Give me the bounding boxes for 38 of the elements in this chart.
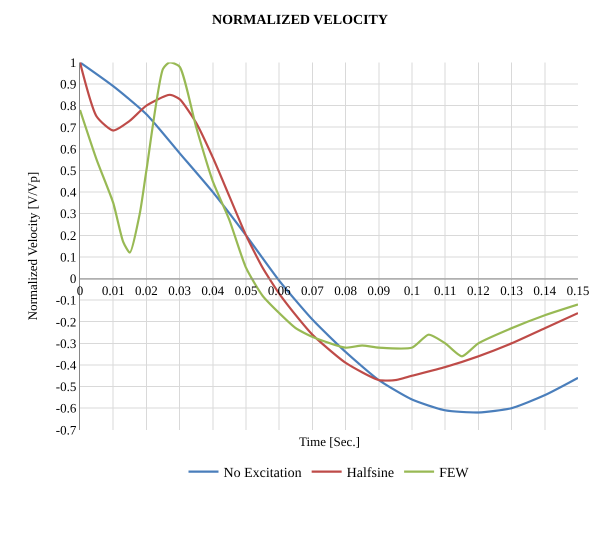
y-tick-label: 0 (70, 271, 76, 286)
x-tick-label: 0.09 (367, 283, 390, 298)
y-tick-label: 1 (70, 54, 76, 70)
x-tick-label: 0.13 (500, 283, 523, 298)
y-tick-label: 0.2 (60, 228, 76, 243)
legend-label: FEW (439, 466, 470, 482)
y-tick-label: 0.9 (60, 76, 76, 92)
y-tick-label: 0.6 (60, 141, 77, 156)
x-tick-label: 0.05 (234, 283, 258, 298)
x-tick-label: 0.12 (467, 283, 490, 298)
x-axis-title: Time [Sec.] (299, 434, 360, 449)
y-tick-label: -0.6 (56, 400, 77, 416)
x-tick-label: 0.07 (301, 283, 324, 298)
x-tick-label: 0.14 (533, 283, 557, 298)
x-tick-label: 0.08 (334, 283, 357, 298)
x-tick-label: 0.03 (168, 283, 191, 298)
y-tick-label: 0.3 (60, 206, 76, 222)
legend-label: Halfsine (346, 466, 394, 482)
x-tick-label: 0.02 (135, 283, 158, 298)
y-tick-label: -0.3 (56, 336, 76, 351)
x-tick-label: 0.01 (102, 283, 125, 298)
legend-label: No Excitation (224, 466, 302, 482)
y-tick-label: 0.4 (60, 184, 77, 200)
y-axis-title: Normalized Velocity [V/Vp] (24, 172, 40, 320)
y-tick-label: 0.5 (60, 163, 76, 178)
y-tick-label: 0.1 (60, 249, 76, 264)
x-tick-label: 0.1 (404, 283, 420, 298)
x-tick-label: 0.11 (434, 283, 456, 298)
x-tick-label: 0.04 (201, 283, 225, 298)
y-tick-label: -0.4 (56, 357, 77, 372)
chart-title: NORMALIZED VELOCITY (212, 12, 388, 28)
x-tick-label: 0.15 (566, 283, 590, 298)
y-tick-label: 0.7 (60, 120, 77, 135)
y-tick-label: -0.2 (56, 314, 76, 330)
y-tick-label: -0.1 (56, 292, 76, 308)
y-tick-label: -0.5 (56, 379, 76, 394)
y-tick-label: -0.7 (56, 422, 77, 438)
y-tick-label: 0.8 (60, 98, 76, 114)
